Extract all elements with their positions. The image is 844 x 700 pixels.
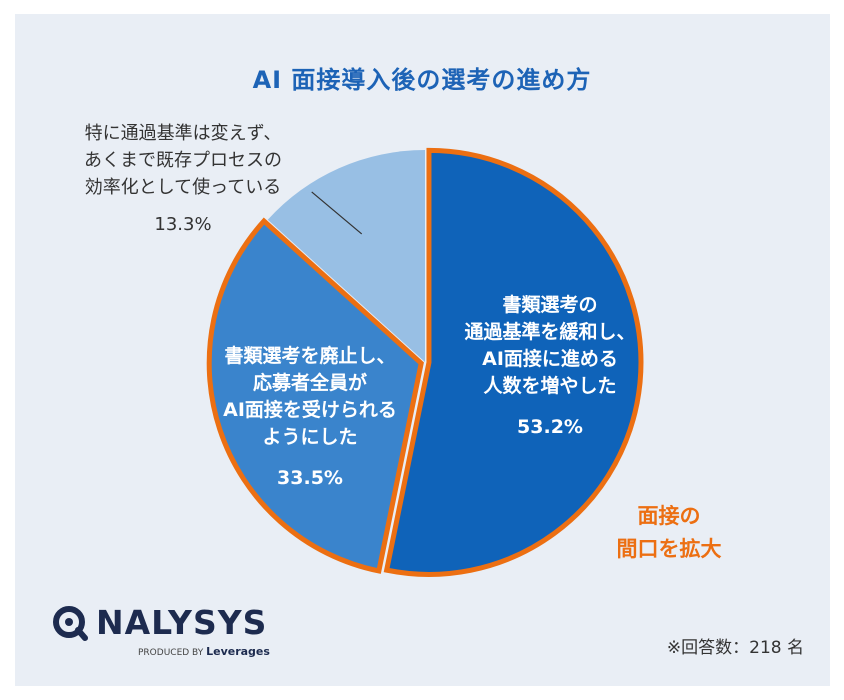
slice-label-line: 通過基準を緩和し、: [464, 321, 636, 343]
slice-highlight-outline: [206, 217, 424, 574]
pie-slice-relaxed: [386, 150, 641, 575]
slice-label-line: 特に通過基準は変えず、: [84, 123, 282, 144]
highlight-callout: 面接の 間口を拡大: [604, 500, 734, 566]
slice-label-abolished: 書類選考を廃止し、 応募者全員が AI面接を受けられる ようにした 33.5%: [200, 343, 420, 492]
callout-line: 面接の: [637, 504, 701, 528]
slice-label-line: 応募者全員が: [252, 372, 367, 394]
slice-label-line: 効率化として使っている: [84, 177, 282, 198]
slice-label-line: あくまで既存プロセスの: [84, 150, 282, 171]
slice-label-line: 書類選考を廃止し、: [224, 345, 396, 367]
slice-label-line: ようにした: [262, 426, 358, 448]
pie-slice-unchanged: [267, 150, 425, 362]
chart-title: AI 面接導入後の選考の進め方: [252, 66, 592, 94]
slice-percent: 33.5%: [277, 467, 343, 489]
slice-label-line: 書類選考の: [502, 294, 598, 316]
logo-mark-icon: [53, 606, 88, 641]
logo-produced-by: PRODUCED BY Leverages: [138, 645, 270, 658]
slice-label-relaxed: 書類選考の 通過基準を緩和し、 AI面接に進める 人数を増やした 53.2%: [440, 292, 660, 441]
slice-label-line: AI面接に進める: [482, 348, 618, 370]
nalysys-logo: NALYSYS PRODUCED BY Leverages: [52, 601, 282, 661]
leader-line: [311, 191, 363, 235]
logo-word: NALYSYS: [96, 603, 268, 642]
slice-highlight-outline: [383, 147, 644, 577]
pie-slice-abolished: [209, 221, 422, 571]
slice-percent: 13.3%: [154, 214, 212, 235]
logo-brand: Leverages: [206, 645, 270, 658]
slice-label-line: AI面接を受けられる: [223, 399, 397, 421]
slice-percent: 53.2%: [517, 416, 583, 438]
logo-produced-label: PRODUCED BY: [138, 648, 204, 658]
slice-label-unchanged: 特に通過基準は変えず、 あくまで既存プロセスの 効率化として使っている 13.3…: [52, 120, 314, 238]
callout-line: 間口を拡大: [616, 537, 722, 561]
respondent-count: ※回答数：218 名: [666, 638, 804, 658]
slice-label-line: 人数を増やした: [483, 375, 617, 397]
